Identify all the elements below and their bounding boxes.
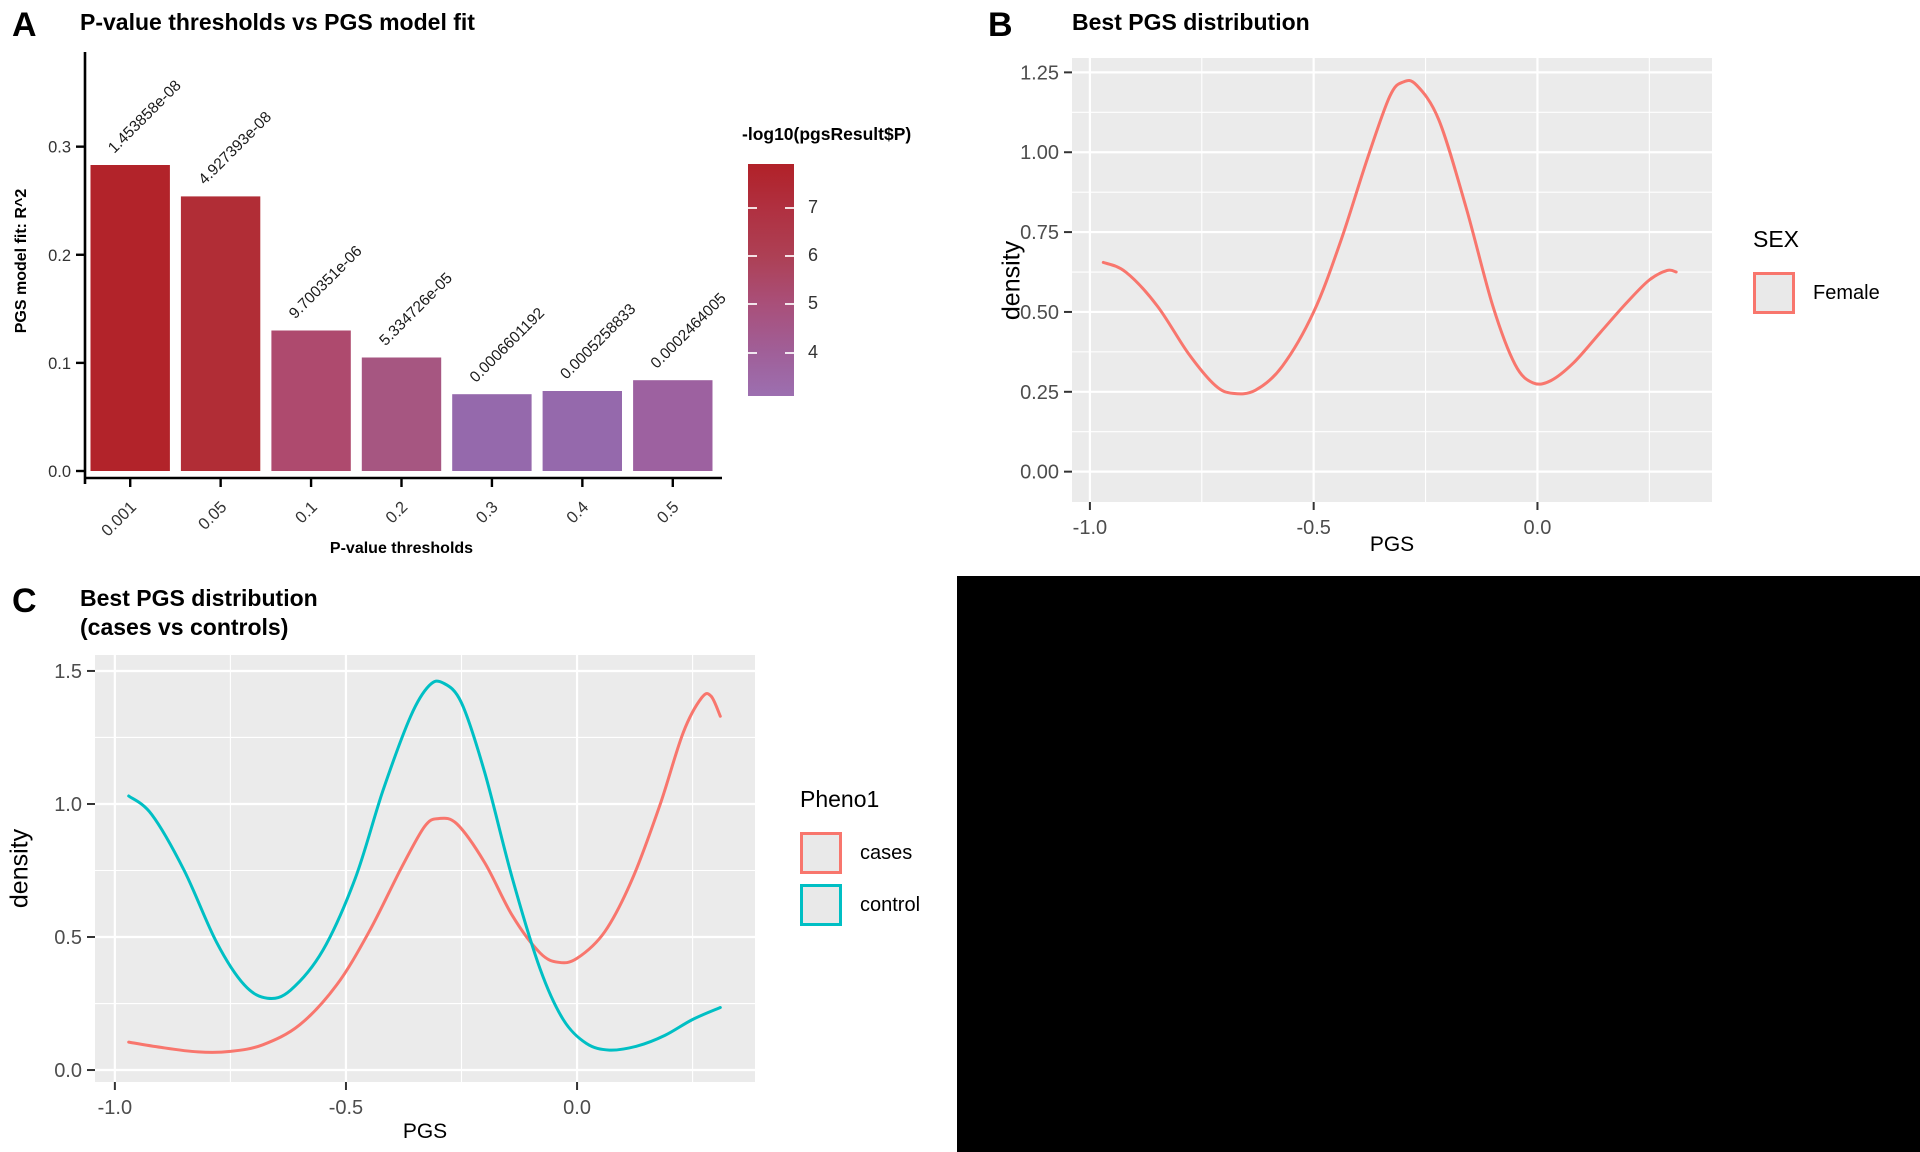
colorbar-tick: [748, 351, 757, 354]
panel-a-letter: A: [12, 6, 37, 44]
colorbar-legend: 4 5 6 7: [748, 164, 818, 396]
bar-value-label: 0.0002464005: [648, 290, 730, 372]
panel-c-legend: Pheno1 cases control: [800, 786, 920, 926]
panel-a-x-axis-title: P-value thresholds: [329, 540, 474, 557]
x-axis-tick-label: -0.5: [1296, 517, 1330, 539]
panel-b-plot: -1.0 -0.5 0.0 0.00 0.25 0.50 0.75 1.00 1.25: [1020, 58, 1712, 539]
legend-item-label: cases: [860, 841, 913, 864]
panel-b-legend: SEX Female: [1753, 226, 1880, 314]
x-axis-tick-label: 0.001: [98, 498, 140, 540]
density-curve-cases: [127, 692, 722, 1054]
panel-c-y-axis-title: density: [5, 828, 34, 909]
panel-c-x-axis-title: PGS: [402, 1120, 448, 1143]
panel-a-y-axis-title: PGS model fit: R^2: [13, 188, 30, 334]
y-axis-tick-label: 1.0: [54, 794, 82, 816]
y-axis-tick-label: 0.5: [54, 927, 82, 949]
panel-c-title: Best PGS distribution (cases vs controls…: [80, 585, 318, 641]
bar-value-label: 1.453858e-08: [105, 77, 185, 157]
plot-background: [95, 655, 755, 1082]
bar-value-label: 4.927393e-08: [195, 109, 275, 189]
y-axis-tick-label: 0.25: [1020, 382, 1059, 404]
legend-item-label: Female: [1813, 281, 1880, 304]
x-axis-tick-label: 0.0: [563, 1097, 591, 1119]
panel-a-title: P-value thresholds vs PGS model fit: [80, 9, 475, 35]
bar-0.3: [452, 394, 532, 471]
bar-value-label: 0.0005258833: [557, 301, 639, 383]
panel-a-plot: 1.453858e-08 4.927393e-089.700351e-06 5.33…: [48, 52, 730, 540]
x-axis-tick-label: 0.2: [382, 498, 411, 527]
colorbar-tick: [785, 206, 794, 209]
panel-b-y-axis-title: density: [997, 240, 1026, 321]
colorbar-gradient: [748, 164, 794, 396]
x-axis-tick-label: 0.3: [473, 498, 502, 527]
bar-0.001: [90, 165, 170, 471]
y-axis-tick-label: 0.1: [48, 355, 71, 373]
y-axis-tick-label: 1.5: [54, 661, 82, 683]
density-curve-Female: [1101, 78, 1678, 396]
bar-0.2: [361, 357, 442, 471]
legend-items: Female: [1753, 272, 1880, 314]
legend-title: SEX: [1753, 226, 1800, 252]
legend-title: Pheno1: [800, 786, 880, 812]
legend-key-cases: [800, 832, 842, 874]
colorbar-tick: [785, 351, 794, 354]
legend-key-Female: [1753, 272, 1795, 314]
x-axis-tick-label: 0.0: [1524, 517, 1552, 539]
y-axis-tick-label: 0.3: [48, 139, 71, 157]
panel-b-title: Best PGS distribution: [1072, 9, 1310, 35]
legend-key-control: [800, 884, 842, 926]
colorbar-tick-label: 7: [808, 196, 819, 217]
legend-item: Female: [1753, 272, 1880, 314]
panel-c-plot: -1.0 -0.5 0.0 0.0 0.5 1.0 1.5: [54, 655, 755, 1119]
y-axis-tick-label: 1.00: [1020, 142, 1059, 164]
x-axis-tick-label: -1.0: [1073, 517, 1107, 539]
colorbar-tick-label: 4: [808, 341, 819, 362]
y-axis-tick-label: 0.0: [48, 463, 71, 481]
colorbar-tick: [785, 303, 794, 306]
bar-value-label: 9.700351e-06: [286, 243, 366, 323]
bar-value-label: 0.0006601192: [467, 305, 548, 386]
colorbar-legend-title: -log10(pgsResult$P): [742, 124, 912, 144]
colorbar-tick-label: 6: [808, 244, 819, 265]
plot-background: [1072, 58, 1712, 502]
bar-0.05: [180, 196, 261, 471]
density-curve-control: [127, 679, 722, 1052]
colorbar-tick: [748, 303, 757, 306]
bar-0.4: [542, 391, 622, 471]
colorbar-tick: [785, 254, 794, 257]
y-axis-tick-label: 0.50: [1020, 302, 1059, 324]
panel-b-letter: B: [988, 6, 1013, 44]
y-axis-tick-label: 1.25: [1020, 62, 1059, 84]
x-axis-tick-label: 0.5: [654, 498, 683, 527]
bar-value-label: 5.334726e-05: [376, 270, 456, 350]
x-axis-tick-label: -1.0: [98, 1097, 132, 1119]
x-axis-tick-label: 0.1: [292, 498, 321, 527]
bar-0.5: [633, 380, 713, 471]
legend-item: control: [800, 884, 920, 926]
panel-b-x-axis-title: PGS: [1369, 533, 1415, 556]
panel-c-letter: C: [12, 582, 37, 620]
y-axis-tick-label: 0.00: [1020, 462, 1059, 484]
y-axis-tick-label: 0.75: [1020, 222, 1059, 244]
y-axis-tick-label: 0.2: [48, 247, 71, 265]
y-axis-tick-label: 0.0: [54, 1060, 82, 1082]
legend-items: cases control: [800, 832, 920, 926]
x-axis-tick-label: 0.4: [563, 498, 592, 527]
bar-0.1: [271, 330, 351, 471]
x-axis-tick-label: -0.5: [329, 1097, 363, 1119]
black-rectangle: [957, 576, 1920, 1152]
legend-item-label: control: [860, 893, 921, 916]
legend-item: cases: [800, 832, 920, 874]
colorbar-tick: [748, 206, 757, 209]
x-axis-tick-label: 0.05: [195, 498, 230, 533]
colorbar-tick: [748, 254, 757, 257]
colorbar-tick-label: 5: [808, 293, 819, 314]
